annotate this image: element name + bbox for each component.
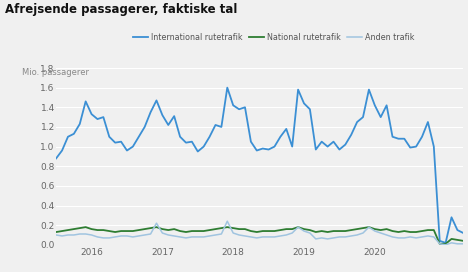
Anden trafik (53, 233, 59, 237)
International rutetrafik (408, 146, 413, 149)
International rutetrafik (284, 127, 289, 131)
International rutetrafik (225, 86, 230, 89)
International rutetrafik (106, 135, 112, 138)
National rutetrafik (437, 242, 443, 245)
National rutetrafik (230, 227, 236, 230)
National rutetrafik (461, 239, 466, 243)
National rutetrafik (154, 225, 159, 229)
Anden trafik (177, 235, 183, 239)
International rutetrafik (461, 231, 466, 235)
National rutetrafik (284, 227, 289, 231)
International rutetrafik (177, 135, 183, 138)
Anden trafik (443, 243, 448, 246)
Anden trafik (148, 232, 154, 236)
Anden trafik (225, 220, 230, 223)
International rutetrafik (148, 110, 154, 114)
Line: Anden trafik: Anden trafik (56, 221, 463, 245)
International rutetrafik (443, 241, 448, 245)
Line: International rutetrafik: International rutetrafik (56, 88, 463, 243)
Line: National rutetrafik: National rutetrafik (56, 227, 463, 244)
International rutetrafik (230, 104, 236, 107)
Anden trafik (461, 242, 466, 245)
Legend: International rutetrafik, National rutetrafik, Anden trafik: International rutetrafik, National rutet… (133, 33, 415, 42)
Text: Mio. passagerer: Mio. passagerer (22, 68, 88, 77)
National rutetrafik (408, 230, 413, 234)
Anden trafik (284, 233, 289, 237)
International rutetrafik (53, 157, 59, 160)
Anden trafik (106, 236, 112, 240)
National rutetrafik (112, 230, 118, 234)
National rutetrafik (53, 230, 59, 234)
National rutetrafik (183, 230, 189, 234)
Text: Afrejsende passagerer, faktiske tal: Afrejsende passagerer, faktiske tal (5, 3, 237, 16)
National rutetrafik (83, 225, 88, 229)
Anden trafik (230, 231, 236, 235)
Anden trafik (408, 235, 413, 239)
